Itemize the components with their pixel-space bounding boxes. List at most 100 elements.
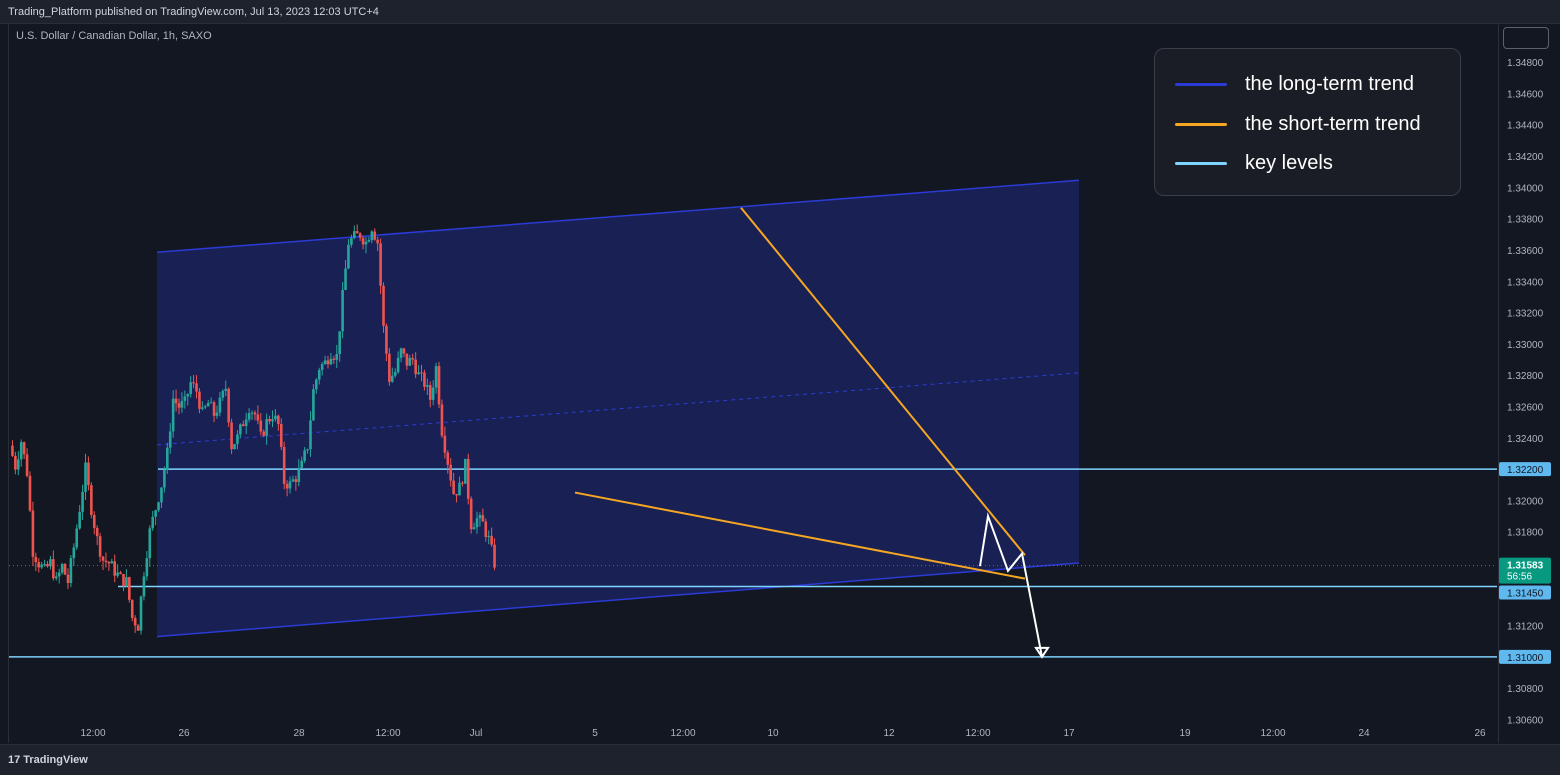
y-tick-label: 1.34400: [1507, 121, 1544, 132]
candle-body: [440, 404, 444, 436]
candle-body: [57, 572, 61, 577]
candle-body: [72, 547, 76, 559]
candle-body: [189, 382, 192, 395]
candle-body: [183, 396, 187, 401]
candle-body: [22, 442, 26, 455]
candle-body: [423, 372, 426, 387]
candle-body: [17, 459, 20, 470]
candle-body: [212, 402, 216, 416]
x-tick-label: 12:00: [670, 728, 695, 739]
y-tick-label: 1.34600: [1507, 89, 1544, 100]
legend-label: key levels: [1245, 151, 1333, 174]
candle-body: [136, 625, 140, 631]
candle-body: [40, 564, 43, 568]
candle-body: [52, 559, 55, 579]
y-tick-label: 1.31200: [1507, 622, 1544, 633]
y-tick-label: 1.34800: [1507, 58, 1544, 69]
short-term-lower-line: [574, 491, 1026, 580]
candle-body: [63, 563, 67, 575]
candle-body: [92, 514, 96, 528]
scale-settings-button[interactable]: [1503, 27, 1549, 49]
candle-body: [195, 383, 198, 392]
candle-body: [428, 385, 432, 400]
published-caption: Trading_Platform published on TradingVie…: [8, 6, 379, 18]
candle-body: [145, 558, 149, 577]
candle-body: [128, 577, 131, 600]
candle-body: [34, 556, 38, 563]
y-tick-label: 1.31800: [1507, 528, 1544, 539]
candle-body: [355, 231, 359, 234]
channel-upper-line: [156, 179, 1080, 254]
candle-body: [420, 372, 423, 374]
candle-body: [285, 483, 289, 489]
candle-body: [43, 563, 46, 565]
candle-body: [303, 450, 306, 461]
candle-body: [396, 357, 400, 373]
short-term-upper-line: [740, 207, 1026, 556]
chart-area[interactable]: [8, 23, 1499, 743]
candle-body: [130, 599, 134, 618]
candle-body: [332, 358, 336, 360]
price-badge: [1499, 585, 1551, 600]
x-tick-label: 19: [1179, 728, 1191, 739]
candle-body: [335, 353, 339, 360]
candle-body: [31, 510, 35, 557]
x-tick-label: 12: [883, 728, 895, 739]
candle-body: [81, 491, 84, 512]
y-tick-label: 1.33800: [1507, 215, 1544, 226]
candle-body: [437, 366, 441, 405]
candle-body: [113, 561, 117, 576]
candle-body: [119, 572, 122, 574]
candle-body: [46, 563, 49, 567]
x-tick-label: 26: [1474, 728, 1486, 739]
candle-body: [98, 536, 102, 557]
candle-body: [376, 239, 379, 244]
candle-body: [315, 379, 318, 390]
candle-body: [174, 398, 178, 404]
last-price-badge: [1499, 557, 1551, 584]
candle-body: [320, 364, 324, 371]
x-tick-label: 5: [592, 728, 598, 739]
candle-body: [417, 372, 420, 375]
candle-body: [206, 402, 210, 407]
y-tick-label: 1.33000: [1507, 340, 1544, 351]
y-tick-label: 1.34000: [1507, 183, 1544, 194]
candle-body: [203, 406, 207, 408]
y-tick-label: 1.34200: [1507, 152, 1544, 163]
candle-body: [388, 353, 391, 382]
long-term-swatch: [1175, 82, 1227, 86]
legend-item-key-levels: key levels: [1175, 148, 1333, 178]
candle-body: [233, 444, 236, 450]
brand-label: TradingView: [23, 754, 88, 766]
candle-body: [446, 452, 450, 465]
candle-body: [358, 233, 362, 238]
long-term-channel-fill: [157, 180, 1079, 637]
candle-body: [490, 535, 493, 545]
candle-body: [347, 244, 350, 269]
candle-body: [449, 464, 453, 481]
x-tick-label: 12:00: [965, 728, 990, 739]
candle-body: [274, 415, 277, 420]
candle-body: [177, 403, 181, 408]
x-tick-label: Jul: [470, 728, 483, 739]
candle-body: [350, 237, 353, 245]
legend-item-short-term: the short-term trend: [1175, 109, 1421, 139]
candle-body: [230, 422, 233, 450]
candle-body: [431, 387, 435, 400]
candle-body: [142, 576, 146, 597]
tradingview-logo[interactable]: 17 TradingView: [8, 754, 88, 766]
candle-body: [75, 528, 79, 548]
candle-body: [171, 398, 175, 432]
y-tick-label: 1.33400: [1507, 277, 1544, 288]
legend-box: the long-term trend the short-term trend…: [1154, 48, 1461, 196]
x-tick-label: 12:00: [80, 728, 105, 739]
x-tick-label: 28: [293, 728, 305, 739]
legend-label: the long-term trend: [1245, 72, 1414, 95]
candle-body: [271, 419, 274, 422]
candle-body: [367, 240, 371, 242]
candle-body: [472, 527, 476, 530]
candle-body: [312, 389, 315, 421]
candle-body: [87, 462, 90, 486]
candle-body: [37, 562, 41, 568]
